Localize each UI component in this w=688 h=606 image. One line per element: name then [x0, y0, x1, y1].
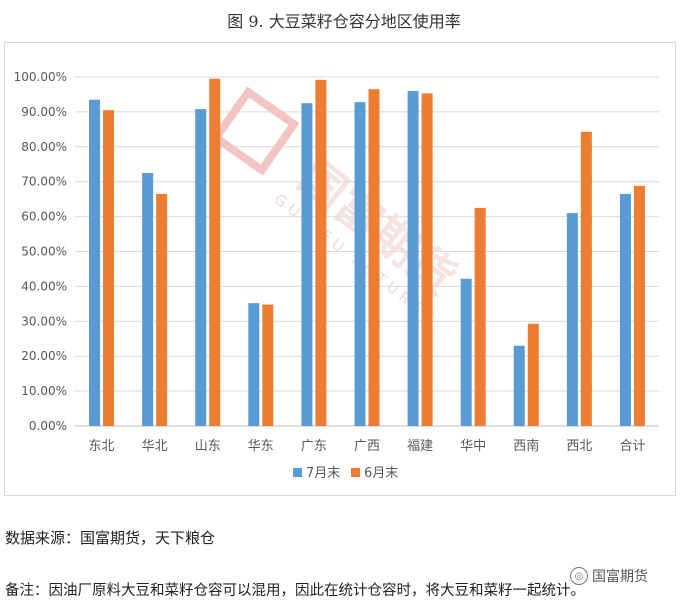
- wechat-badge-label: 国富期货: [592, 569, 648, 585]
- x-tick-label: 华北: [142, 439, 168, 454]
- legend-label: 7月末: [306, 466, 340, 481]
- bar-series-2: [315, 79, 327, 427]
- bar-series-1: [248, 303, 260, 426]
- x-tick-label: 山东: [195, 439, 221, 454]
- bar-series-1: [460, 278, 472, 426]
- chart-frame: 国富期货 GUO FU FUTURES 0.00% 10.00% 20.00% 30.…: [4, 42, 676, 496]
- y-tick-label: 30.00%: [21, 314, 67, 328]
- bar-series-1: [566, 213, 578, 426]
- x-tick-label: 福建: [407, 439, 433, 454]
- legend-label: 6月末: [364, 466, 398, 481]
- y-tick-label: 0.00%: [29, 419, 67, 433]
- bar-series-2: [527, 323, 539, 426]
- x-tick-label: 华东: [248, 439, 274, 454]
- bar-series-1: [354, 102, 366, 427]
- bar-series-2: [368, 89, 380, 426]
- y-tick-label: 60.00%: [21, 210, 67, 224]
- bar-series-2: [103, 110, 115, 426]
- bar-series-1: [513, 345, 525, 426]
- bar-series-1: [407, 90, 419, 427]
- bar-series-1: [89, 99, 101, 426]
- x-tick-label: 西南: [513, 438, 539, 454]
- y-tick-label: 20.00%: [21, 349, 67, 363]
- bar-series-1: [301, 103, 313, 427]
- bar-chart: 国富期货 GUO FU FUTURES 0.00%10.00%20.00%30.…: [14, 70, 659, 481]
- bar-series-2: [262, 304, 274, 426]
- y-tick-label: 90.00%: [21, 105, 67, 119]
- data-source-note: 数据来源：国富期货，天下粮仓: [5, 529, 216, 547]
- bar-series-2: [156, 193, 168, 426]
- bar-series-2: [580, 131, 592, 426]
- x-tick-label: 合计: [619, 439, 645, 454]
- watermark-logo-icon: [210, 86, 300, 176]
- legend-swatch: [293, 468, 302, 477]
- y-tick-label: 40.00%: [21, 279, 67, 293]
- bar-series-1: [195, 109, 207, 426]
- remark-note: 备注：因油厂原料大豆和菜籽仓容可以混用，因此在统计仓容时，将大豆和菜籽一起统计。: [5, 583, 585, 599]
- wechat-badge: ◎ 国富期货: [570, 565, 684, 587]
- y-tick-label: 50.00%: [21, 245, 67, 259]
- x-tick-label: 广东: [301, 439, 327, 454]
- x-tick-label: 华中: [460, 439, 486, 454]
- y-tick-label: 80.00%: [21, 140, 67, 154]
- bar-series-1: [142, 172, 154, 426]
- y-tick-label: 10.00%: [21, 384, 67, 398]
- y-tick-label: 100.00%: [14, 70, 67, 84]
- bar-series-2: [633, 185, 645, 426]
- chart-legend: 7月末 6月末: [293, 466, 398, 481]
- bar-series-2: [209, 78, 221, 426]
- x-tick-label: 西北: [566, 439, 592, 454]
- bar-series-1: [619, 193, 631, 426]
- bar-series-2: [421, 93, 433, 426]
- x-tick-label: 东北: [89, 439, 115, 454]
- bar-series-2: [474, 207, 486, 426]
- x-tick-label: 广西: [354, 439, 380, 454]
- figure-title: 图 9. 大豆菜籽仓容分地区使用率: [227, 12, 461, 31]
- legend-swatch: [351, 468, 360, 477]
- wechat-icon: ◎: [570, 567, 588, 585]
- y-tick-label: 70.00%: [21, 175, 67, 189]
